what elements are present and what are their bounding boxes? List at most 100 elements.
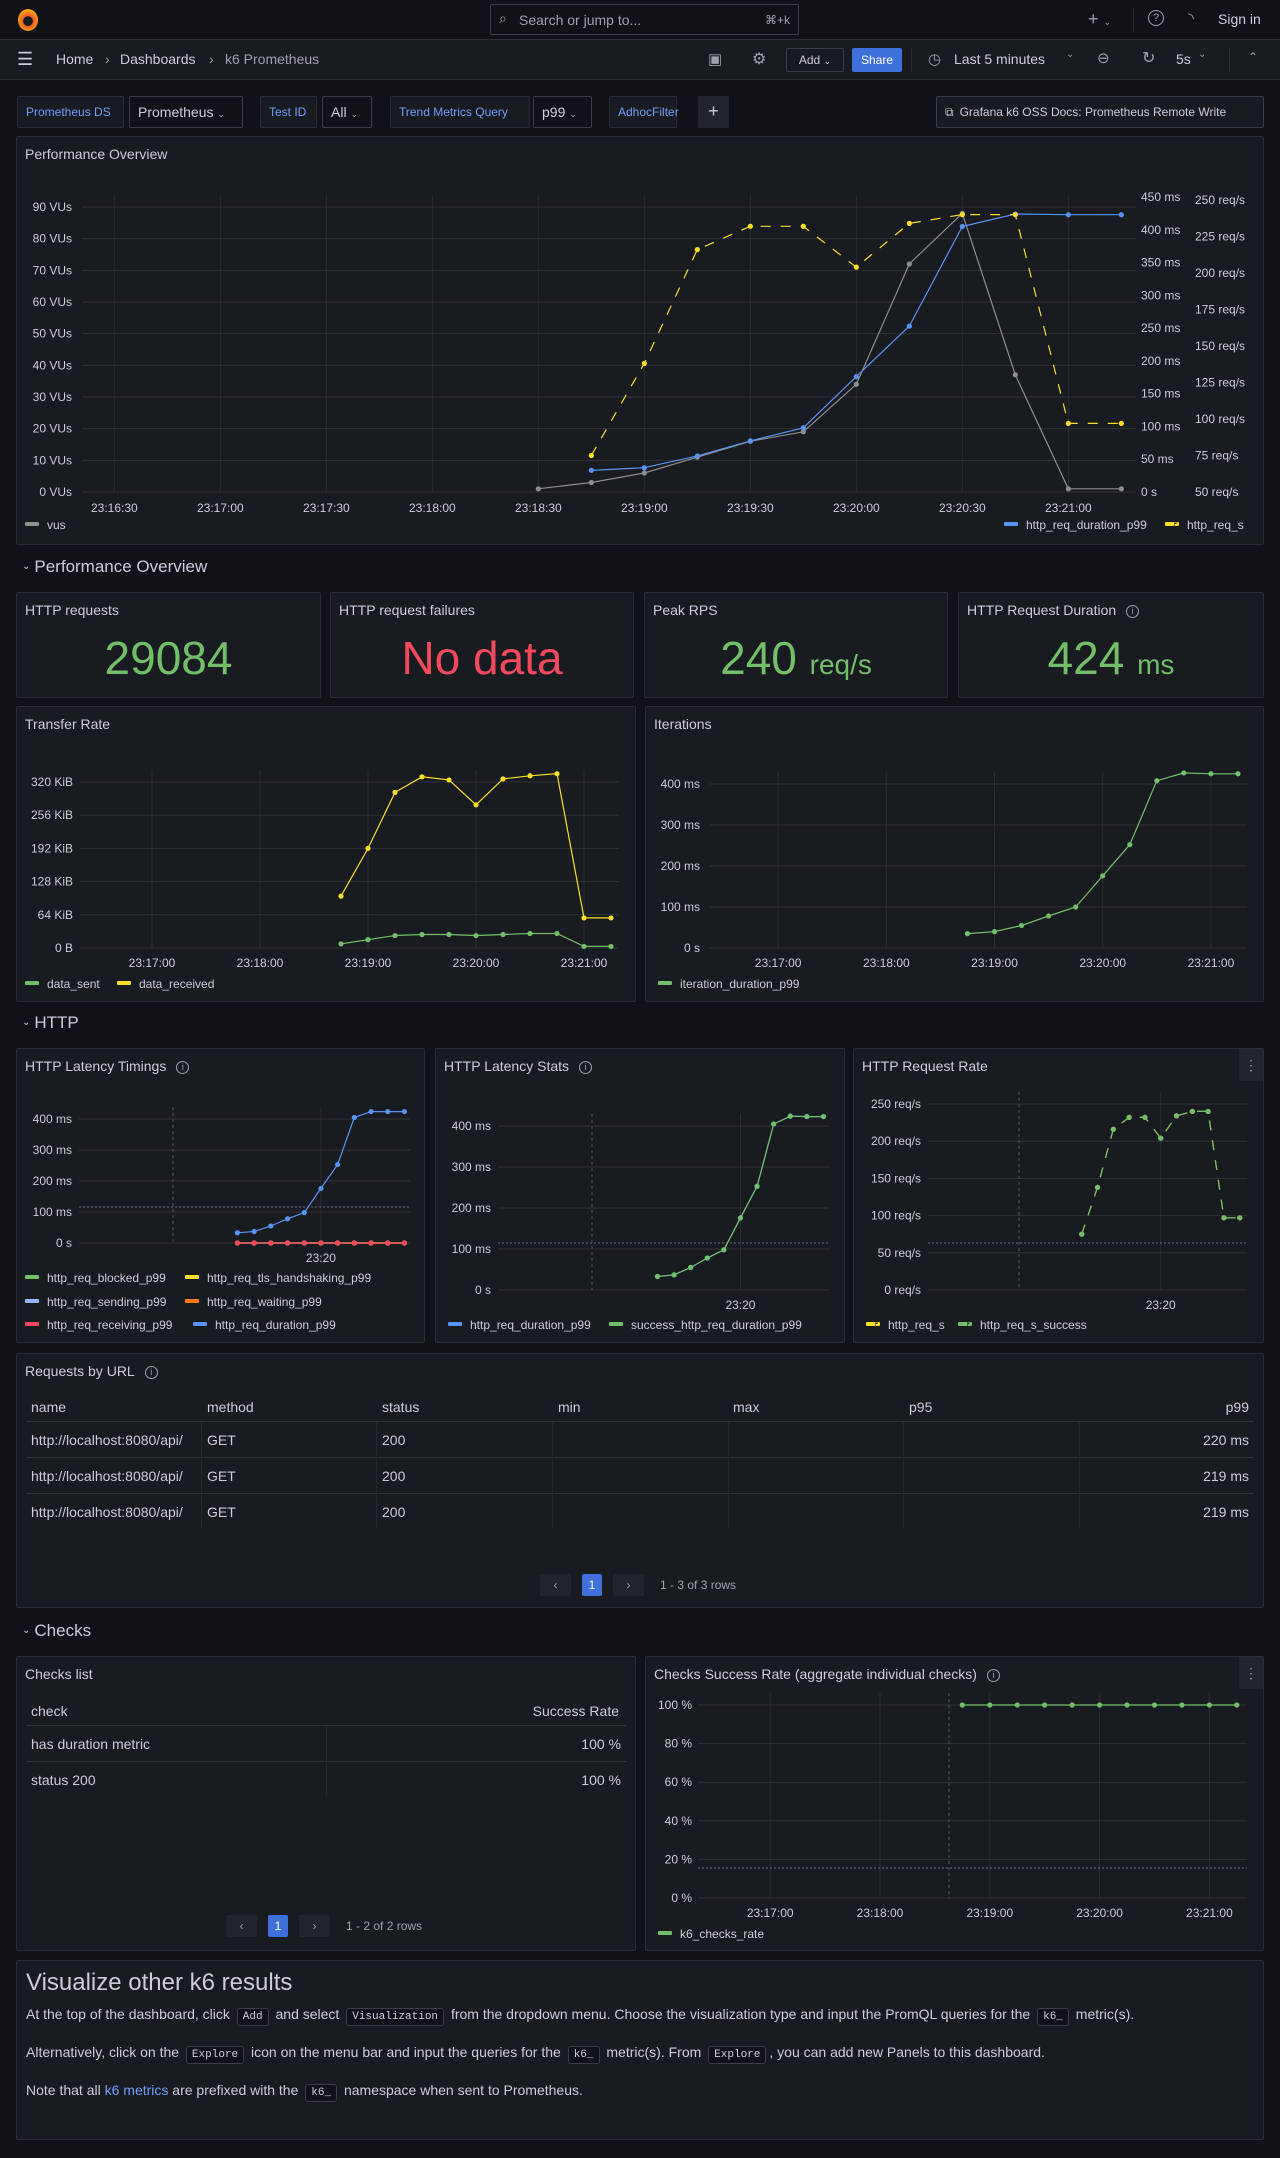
trend-variable-select[interactable]: p99 ⌄	[533, 96, 592, 128]
add-button[interactable]: Add ⌄	[786, 48, 844, 72]
legend-item[interactable]: http_req_s	[1165, 518, 1244, 532]
text: metric(s).	[1075, 2006, 1135, 2022]
legend-label: http_req_duration_p99	[470, 1318, 591, 1332]
cell-name: http://localhost:8080/api/	[31, 1468, 183, 1484]
breadcrumb-separator-icon: ›	[105, 51, 110, 67]
external-link-icon: ⧉	[945, 105, 954, 119]
help-icon[interactable]: ?	[1148, 10, 1164, 26]
column-header-min[interactable]: min	[558, 1399, 581, 1415]
legend-item[interactable]: http_req_sending_p99	[25, 1295, 166, 1309]
legend-item[interactable]: http_req_duration_p99	[1004, 518, 1147, 532]
chevron-up-icon[interactable]: ⌃	[1248, 50, 1259, 64]
stat-panel-http-requests: HTTP requests 29084	[16, 592, 321, 698]
legend-label: http_req_s	[888, 1318, 945, 1332]
search-input[interactable]: ⌕ Search or jump to... ⌘+k	[490, 4, 799, 35]
panel-menu-icon[interactable]: ⋮	[1239, 1657, 1263, 1689]
column-header-name[interactable]: name	[31, 1399, 67, 1415]
plus-icon[interactable]: + ⌄	[1088, 9, 1112, 29]
legend-item[interactable]: success_http_req_duration_p99	[609, 1318, 802, 1332]
pagination-next-button[interactable]: ›	[613, 1574, 644, 1596]
panel-menu-icon[interactable]: ⋮	[1239, 1049, 1263, 1081]
pagination-prev-button[interactable]: ‹	[226, 1915, 257, 1937]
http-request-rate-panel: HTTP Request Rate ⋮ http_req_s http_req_…	[853, 1048, 1264, 1343]
chevron-down-icon: ⌄	[22, 561, 31, 572]
legend-item[interactable]: http_req_waiting_p99	[185, 1295, 322, 1309]
panel-title: HTTP requests	[25, 602, 119, 618]
info-icon[interactable]: i	[144, 1366, 158, 1379]
chevron-down-icon: ⌄	[22, 1017, 31, 1028]
breadcrumb-home[interactable]: Home	[56, 51, 94, 67]
column-header-method[interactable]: method	[207, 1399, 254, 1415]
text: from the dropdown menu. Choose the visua…	[450, 2006, 1031, 2022]
cell-status: 200	[382, 1504, 406, 1520]
rss-news-icon[interactable]: ◝	[1188, 10, 1194, 27]
legend-item[interactable]: http_req_s_success	[958, 1318, 1087, 1332]
search-placeholder: Search or jump to...	[519, 12, 642, 28]
divider	[1133, 8, 1134, 32]
k6-metrics-link[interactable]: k6 metrics	[104, 2082, 169, 2098]
chevron-down-icon: ⌄	[569, 109, 577, 119]
adhoc-filter-label: AdhocFilter	[609, 96, 679, 128]
refresh-icon[interactable]: ↻	[1142, 50, 1156, 67]
legend-item[interactable]: http_req_duration_p99	[448, 1318, 591, 1332]
legend-item[interactable]: http_req_blocked_p99	[25, 1271, 166, 1285]
row-header-performance[interactable]: ⌄ Performance Overview	[22, 557, 207, 577]
info-icon[interactable]: i	[176, 1061, 190, 1074]
stat-value: 240 req/s	[645, 631, 947, 685]
legend-item[interactable]: http_req_receiving_p99	[25, 1318, 172, 1332]
divider	[326, 1726, 327, 1797]
pagination-page-button[interactable]: 1	[582, 1574, 602, 1596]
row-header-http[interactable]: ⌄ HTTP	[22, 1013, 79, 1033]
pagination-prev-button[interactable]: ‹	[540, 1574, 571, 1596]
menu-hamburger-icon[interactable]: ☰	[17, 49, 34, 69]
cell-success-rate: 100 %	[581, 1772, 621, 1788]
pagination-page-button[interactable]: 1	[268, 1915, 288, 1937]
column-header-p99[interactable]: p99	[1225, 1399, 1249, 1415]
breadcrumb-dashboards[interactable]: Dashboards	[120, 51, 196, 67]
save-icon[interactable]: ▣	[708, 51, 723, 68]
legend-item[interactable]: k6_checks_rate	[658, 1927, 764, 1941]
share-button[interactable]: Share	[852, 48, 902, 72]
column-header-check[interactable]: check	[31, 1703, 68, 1719]
info-icon[interactable]: i	[986, 1669, 1000, 1682]
info-icon[interactable]: i	[579, 1061, 593, 1074]
legend-item[interactable]: http_req_tls_handshaking_p99	[185, 1271, 371, 1285]
grafana-logo-icon[interactable]	[18, 9, 38, 31]
http-latency-timings-panel: HTTP Latency Timings i http_req_blocked_p…	[16, 1048, 425, 1343]
legend-item[interactable]: http_req_duration_p99	[193, 1318, 336, 1332]
info-icon[interactable]: i	[1126, 605, 1140, 618]
testid-variable-select[interactable]: All ⌄	[322, 96, 372, 128]
divider	[728, 1422, 729, 1529]
docs-link-button[interactable]: ⧉ Grafana k6 OSS Docs: Prometheus Remote …	[936, 96, 1264, 128]
column-header-max[interactable]: max	[733, 1399, 760, 1415]
legend-item[interactable]: vus	[25, 518, 66, 532]
datasource-variable-label: Prometheus DS	[17, 96, 124, 128]
datasource-variable-select[interactable]: Prometheus ⌄	[129, 96, 243, 128]
checks-success-rate-panel: Checks Success Rate (aggregate individua…	[645, 1656, 1264, 1951]
add-filter-button[interactable]: +	[698, 96, 729, 128]
legend-swatch	[117, 981, 131, 985]
legend-item[interactable]: data_sent	[25, 977, 100, 991]
clock-icon[interactable]: ◷	[928, 51, 942, 68]
column-header-p95[interactable]: p95	[909, 1399, 933, 1415]
stat-unit: req/s	[809, 649, 872, 680]
column-header-status[interactable]: status	[382, 1399, 420, 1415]
legend-swatch	[448, 1322, 462, 1326]
refresh-interval-picker[interactable]: 5s	[1176, 51, 1191, 67]
chevron-down-icon[interactable]: ⌄	[1066, 49, 1075, 60]
row-header-checks[interactable]: ⌄ Checks	[22, 1621, 91, 1641]
sign-in-link[interactable]: Sign in	[1218, 11, 1261, 27]
divider	[552, 1422, 553, 1529]
divider	[1229, 48, 1230, 72]
paragraph: Note that all k6 metrics are prefixed wi…	[26, 2082, 583, 2102]
http-latency-stats-panel: HTTP Latency Stats i http_req_duration_p9…	[435, 1048, 845, 1343]
chevron-down-icon[interactable]: ⌄	[1198, 49, 1207, 60]
settings-gear-icon[interactable]: ⚙	[752, 51, 767, 68]
time-range-picker[interactable]: Last 5 minutes	[954, 51, 1046, 67]
legend-item[interactable]: http_req_s	[866, 1318, 945, 1332]
zoom-out-icon[interactable]: ⊖	[1097, 50, 1110, 67]
legend-item[interactable]: data_received	[117, 977, 214, 991]
column-header-success-rate[interactable]: Success Rate	[532, 1703, 619, 1719]
pagination-next-button[interactable]: ›	[299, 1915, 330, 1937]
legend-item[interactable]: iteration_duration_p99	[658, 977, 799, 991]
